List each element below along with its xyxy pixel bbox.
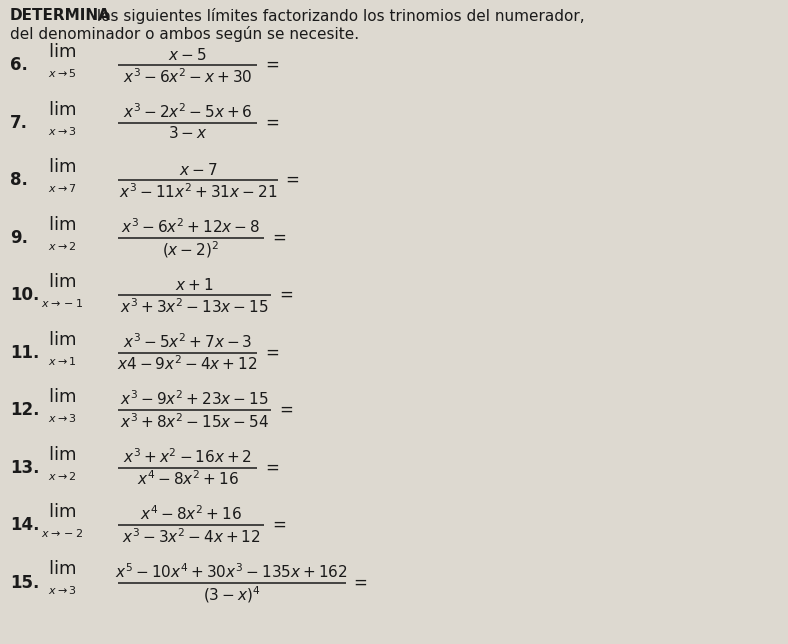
Text: $(3 - x)^4$: $(3 - x)^4$ [203, 585, 261, 605]
Text: $x^3 + 3x^2 - 13x - 15$: $x^3 + 3x^2 - 13x - 15$ [120, 297, 269, 316]
Text: $\lim$: $\lim$ [48, 43, 76, 61]
Text: $\lim$: $\lim$ [48, 330, 76, 348]
Text: $x\to -1$: $x\to -1$ [41, 297, 83, 309]
Text: =: = [266, 113, 279, 131]
Text: $x + 1$: $x + 1$ [175, 277, 214, 293]
Text: 6.: 6. [10, 56, 28, 74]
Text: $(x - 2)^2$: $(x - 2)^2$ [162, 240, 220, 260]
Text: $x\to 3$: $x\to 3$ [48, 124, 76, 137]
Text: $\lim$: $\lim$ [48, 158, 76, 176]
Text: 12.: 12. [10, 401, 39, 419]
Text: $x^3 + 8x^2 - 15x - 54$: $x^3 + 8x^2 - 15x - 54$ [120, 412, 269, 431]
Text: $x\to 1$: $x\to 1$ [48, 354, 76, 366]
Text: =: = [272, 516, 286, 534]
Text: $x - 5$: $x - 5$ [169, 47, 206, 63]
Text: $x\to 2$: $x\to 2$ [48, 240, 76, 252]
Text: 8.: 8. [10, 171, 28, 189]
Text: $x^3 + x^2 - 16x + 2$: $x^3 + x^2 - 16x + 2$ [123, 447, 252, 466]
Text: $x^4 - 8x^2 + 16$: $x^4 - 8x^2 + 16$ [136, 469, 239, 488]
Text: $x^3 - 3x^2 - 4x + 12$: $x^3 - 3x^2 - 4x + 12$ [121, 527, 260, 545]
Text: $\lim$: $\lim$ [48, 100, 76, 118]
Text: $x^3 - 9x^2 + 23x - 15$: $x^3 - 9x^2 + 23x - 15$ [120, 390, 269, 408]
Text: 11.: 11. [10, 343, 39, 361]
Text: $x\to 2$: $x\to 2$ [48, 469, 76, 482]
Text: $\lim$: $\lim$ [48, 388, 76, 406]
Text: $x\to -2$: $x\to -2$ [41, 527, 83, 539]
Text: $x^3 - 2x^2 - 5x + 6$: $x^3 - 2x^2 - 5x + 6$ [123, 102, 252, 120]
Text: los siguientes límites factorizando los trinomios del numerador,: los siguientes límites factorizando los … [92, 8, 585, 24]
Text: $\lim$: $\lim$ [48, 503, 76, 521]
Text: 13.: 13. [10, 459, 39, 477]
Text: $x^3 - 5x^2 + 7x - 3$: $x^3 - 5x^2 + 7x - 3$ [123, 332, 252, 350]
Text: $3 - x$: $3 - x$ [168, 124, 207, 140]
Text: $x\to 7$: $x\to 7$ [48, 182, 76, 194]
Text: $\lim$: $\lim$ [48, 216, 76, 234]
Text: $x^3 - 6x^2 + 12x - 8$: $x^3 - 6x^2 + 12x - 8$ [121, 217, 261, 236]
Text: =: = [266, 56, 279, 74]
Text: 9.: 9. [10, 229, 28, 247]
Text: $x\to 3$: $x\to 3$ [48, 412, 76, 424]
Text: $x - 7$: $x - 7$ [179, 162, 217, 178]
Text: $\lim$: $\lim$ [48, 446, 76, 464]
Text: $x\to 5$: $x\to 5$ [48, 67, 76, 79]
Text: =: = [279, 401, 292, 419]
Text: $\lim$: $\lim$ [48, 273, 76, 291]
Text: =: = [272, 229, 286, 247]
Text: $x^3 - 6x^2 - x + 30$: $x^3 - 6x^2 - x + 30$ [123, 67, 252, 86]
Text: =: = [266, 459, 279, 477]
Text: =: = [285, 171, 299, 189]
Text: 7.: 7. [10, 113, 28, 131]
Text: =: = [354, 574, 367, 591]
Text: $\lim$: $\lim$ [48, 560, 76, 578]
Text: del denominador o ambos según se necesite.: del denominador o ambos según se necesit… [10, 26, 359, 42]
Text: $x^5 - 10x^4 + 30x^3 - 135x + 162$: $x^5 - 10x^4 + 30x^3 - 135x + 162$ [115, 562, 348, 580]
Text: $x4 - 9x^2 - 4x + 12$: $x4 - 9x^2 - 4x + 12$ [117, 354, 258, 374]
Text: DETERMINA: DETERMINA [10, 8, 111, 23]
Text: =: = [279, 286, 292, 304]
Text: 14.: 14. [10, 516, 39, 534]
Text: =: = [266, 343, 279, 361]
Text: $x^3 - 11x^2 + 31x - 21$: $x^3 - 11x^2 + 31x - 21$ [119, 182, 277, 201]
Text: 10.: 10. [10, 286, 39, 304]
Text: 15.: 15. [10, 574, 39, 591]
Text: $x\to 3$: $x\to 3$ [48, 585, 76, 596]
Text: $x^4 - 8x^2 + 16$: $x^4 - 8x^2 + 16$ [140, 504, 242, 523]
